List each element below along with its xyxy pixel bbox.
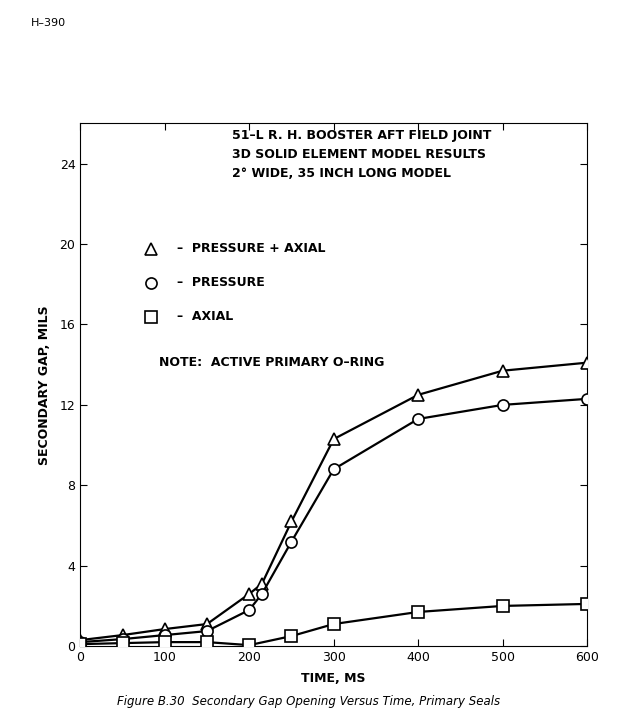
Text: –  PRESSURE + AXIAL: – PRESSURE + AXIAL — [177, 242, 325, 256]
Text: –  AXIAL: – AXIAL — [177, 310, 233, 323]
Y-axis label: SECONDARY GAP, MILS: SECONDARY GAP, MILS — [38, 305, 51, 465]
Text: NOTE:  ACTIVE PRIMARY O–RING: NOTE: ACTIVE PRIMARY O–RING — [159, 356, 384, 369]
X-axis label: TIME, MS: TIME, MS — [302, 672, 366, 685]
Text: Figure B.30  Secondary Gap Opening Versus Time, Primary Seals: Figure B.30 Secondary Gap Opening Versus… — [117, 695, 501, 708]
Text: –  PRESSURE: – PRESSURE — [177, 277, 265, 290]
Text: 51–L R. H. BOOSTER AFT FIELD JOINT
3D SOLID ELEMENT MODEL RESULTS
2° WIDE, 35 IN: 51–L R. H. BOOSTER AFT FIELD JOINT 3D SO… — [232, 129, 492, 179]
Text: H–390: H–390 — [31, 18, 66, 28]
